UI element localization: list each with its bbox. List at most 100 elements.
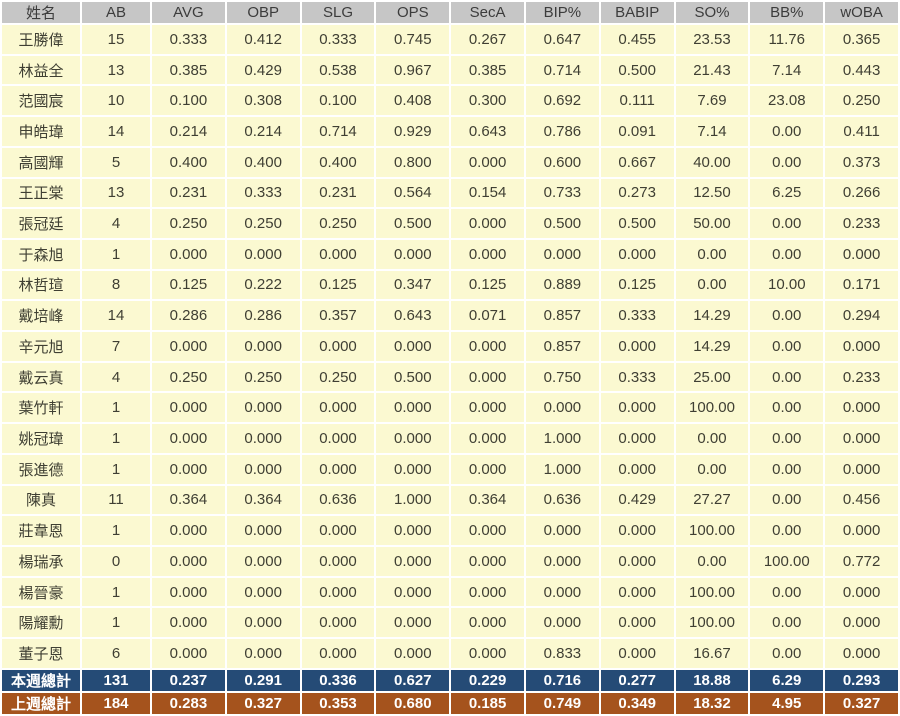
stat-cell: 0.091 — [600, 117, 674, 146]
stat-cell: 0.333 — [301, 25, 375, 54]
stat-cell: 0.266 — [825, 178, 898, 208]
player-row: 葉竹軒 1 0.000 0.000 0.000 0.000 0.000 0.000 0.000 1… — [2, 393, 898, 423]
stat-cell: 0.00 — [750, 393, 824, 423]
player-name-cell: 王正棠 — [2, 178, 80, 208]
stat-cell: 0.000 — [376, 454, 450, 484]
player-row: 申皓瑋 14 0.214 0.214 0.714 0.929 0.643 0.786 0.091… — [2, 117, 898, 146]
stat-cell: 0.000 — [226, 454, 300, 484]
stat-cell: 0.429 — [226, 55, 300, 85]
this-week-total-stat-cell: 0.277 — [600, 670, 674, 691]
stat-cell: 0.000 — [376, 608, 450, 638]
stat-cell: 1 — [82, 577, 150, 607]
player-name-cell: 張冠廷 — [2, 209, 80, 238]
column-header-7: BIP% — [525, 2, 599, 23]
player-name-cell: 陳真 — [2, 485, 80, 515]
stat-cell: 0.233 — [825, 209, 898, 238]
stat-cell: 0.500 — [600, 55, 674, 85]
column-header-0: 姓名 — [2, 2, 80, 23]
stat-cell: 0.294 — [825, 301, 898, 331]
stat-cell: 0.357 — [301, 301, 375, 331]
last-week-total-stat-cell: 0.353 — [301, 693, 375, 714]
stat-cell: 0.000 — [301, 516, 375, 545]
stat-cell: 0.889 — [525, 270, 599, 300]
this-week-total-stat-cell: 0.336 — [301, 670, 375, 691]
column-header-9: SO% — [675, 2, 749, 23]
player-row: 辛元旭 7 0.000 0.000 0.000 0.000 0.000 0.857 0.000 1… — [2, 332, 898, 361]
stat-cell: 0.231 — [301, 178, 375, 208]
stat-cell: 27.27 — [675, 485, 749, 515]
stat-cell: 14.29 — [675, 332, 749, 361]
player-row: 楊瑞承 0 0.000 0.000 0.000 0.000 0.000 0.000 0.000 0… — [2, 546, 898, 576]
player-row: 張進德 1 0.000 0.000 0.000 0.000 0.000 1.000 0.000 0… — [2, 454, 898, 484]
stat-cell: 0.286 — [226, 301, 300, 331]
stat-cell: 0.214 — [152, 117, 225, 146]
stat-cell: 0.233 — [825, 362, 898, 392]
stat-cell: 0.000 — [600, 516, 674, 545]
stat-cell: 0.600 — [525, 147, 599, 177]
player-row: 林益全 13 0.385 0.429 0.538 0.967 0.385 0.714 0.500… — [2, 55, 898, 85]
stat-cell: 0.800 — [376, 147, 450, 177]
stat-cell: 1.000 — [376, 485, 450, 515]
stat-cell: 4 — [82, 209, 150, 238]
stat-cell: 0.000 — [226, 577, 300, 607]
stat-cell: 0.000 — [600, 546, 674, 576]
stat-cell: 0.000 — [226, 608, 300, 638]
stat-cell: 4 — [82, 362, 150, 392]
column-header-5: OPS — [376, 2, 450, 23]
stat-cell: 0.000 — [825, 516, 898, 545]
player-name-cell: 于森旭 — [2, 239, 80, 269]
stat-cell: 0.000 — [825, 239, 898, 269]
stat-cell: 0.222 — [226, 270, 300, 300]
stat-cell: 0.000 — [825, 608, 898, 638]
stat-cell: 0.000 — [301, 546, 375, 576]
stat-cell: 0.00 — [750, 608, 824, 638]
player-row: 王正棠 13 0.231 0.333 0.231 0.564 0.154 0.733 0.273… — [2, 178, 898, 208]
player-row: 姚冠瑋 1 0.000 0.000 0.000 0.000 0.000 1.000 0.000 0… — [2, 424, 898, 453]
stat-cell: 0.000 — [376, 516, 450, 545]
player-row: 戴云真 4 0.250 0.250 0.250 0.500 0.000 0.750 0.333 2… — [2, 362, 898, 392]
stat-cell: 13 — [82, 55, 150, 85]
stat-cell: 0.250 — [152, 209, 225, 238]
last-week-total-stat-cell: 0.349 — [600, 693, 674, 714]
stat-cell: 0.373 — [825, 147, 898, 177]
stat-cell: 0.000 — [525, 577, 599, 607]
player-name-cell: 葉竹軒 — [2, 393, 80, 423]
stat-cell: 0.00 — [675, 424, 749, 453]
player-row: 莊韋恩 1 0.000 0.000 0.000 0.000 0.000 0.000 0.000 1… — [2, 516, 898, 545]
this-week-total-stat-cell: 0.237 — [152, 670, 225, 691]
stat-cell: 0.000 — [525, 393, 599, 423]
player-row: 王勝偉 15 0.333 0.412 0.333 0.745 0.267 0.647 0.455… — [2, 25, 898, 54]
this-week-total-row: 本週總計 131 0.237 0.291 0.336 0.627 0.229 0.716 0.2… — [2, 670, 898, 691]
stat-cell: 0.000 — [376, 639, 450, 668]
stat-cell: 0.00 — [750, 516, 824, 545]
stat-cell: 0.000 — [152, 516, 225, 545]
stat-cell: 0.000 — [226, 332, 300, 361]
stat-cell: 0.000 — [451, 639, 524, 668]
column-header-8: BABIP — [600, 2, 674, 23]
stat-cell: 0.000 — [301, 608, 375, 638]
stat-cell: 0.500 — [376, 209, 450, 238]
column-header-2: AVG — [152, 2, 225, 23]
stat-cell: 10.00 — [750, 270, 824, 300]
stat-cell: 0.250 — [152, 362, 225, 392]
stat-cell: 50.00 — [675, 209, 749, 238]
stat-cell: 0.000 — [226, 424, 300, 453]
stat-cell: 0.443 — [825, 55, 898, 85]
stat-cell: 0.000 — [525, 608, 599, 638]
stat-cell: 0.636 — [301, 485, 375, 515]
stat-cell: 100.00 — [750, 546, 824, 576]
stat-cell: 1 — [82, 393, 150, 423]
stat-cell: 0.500 — [376, 362, 450, 392]
stat-cell: 0.125 — [301, 270, 375, 300]
stat-cell: 0.000 — [301, 332, 375, 361]
stat-cell: 14 — [82, 117, 150, 146]
stat-cell: 0.00 — [675, 454, 749, 484]
stat-cell: 0.00 — [750, 332, 824, 361]
stat-cell: 0.00 — [750, 639, 824, 668]
stat-cell: 0.000 — [825, 393, 898, 423]
stat-cell: 0.455 — [600, 25, 674, 54]
last-week-total-label: 上週總計 — [2, 693, 80, 714]
stat-cell: 0.000 — [451, 362, 524, 392]
stat-cell: 0.000 — [301, 454, 375, 484]
stat-cell: 0.00 — [675, 546, 749, 576]
